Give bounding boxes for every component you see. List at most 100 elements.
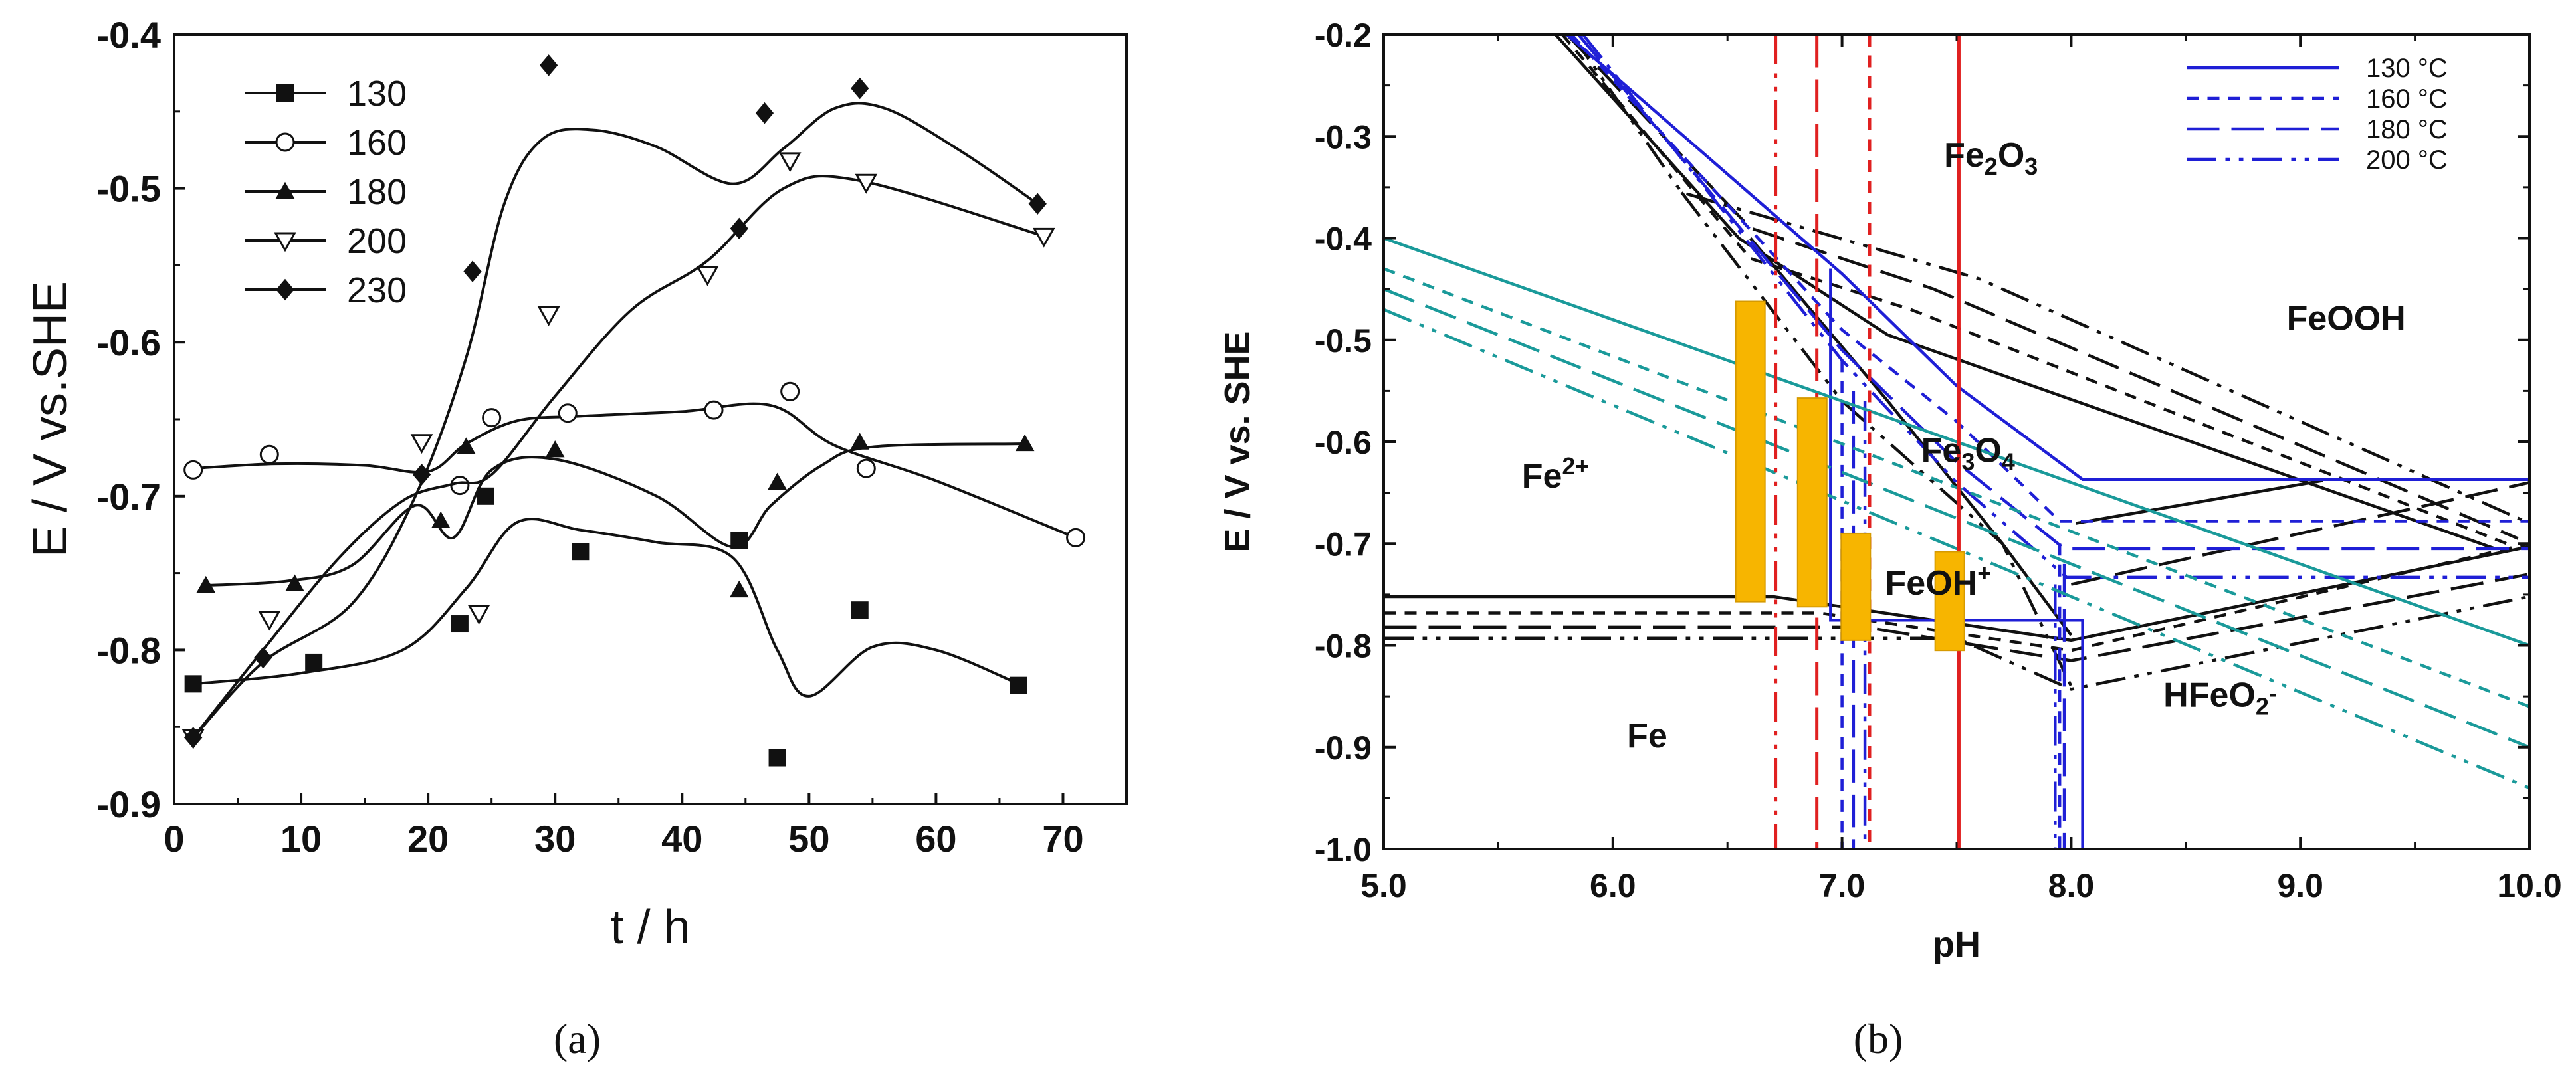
data-point <box>477 487 494 505</box>
series-130 <box>184 487 1027 767</box>
x-tick-label: 5.0 <box>1360 867 1407 904</box>
region-label-part: Fe <box>1522 457 1562 496</box>
data-point <box>850 433 870 450</box>
panel-a-label: (a) <box>554 1015 601 1062</box>
data-point <box>755 102 774 124</box>
x-tick-label: 0 <box>163 818 184 860</box>
legend-label: 160 <box>347 123 407 163</box>
measured-range-bar <box>1735 300 1766 603</box>
data-point <box>431 511 451 528</box>
series-curve <box>192 102 1039 739</box>
data-point <box>1015 434 1035 452</box>
region-label-part: HFeO <box>2163 676 2256 714</box>
data-point <box>467 605 490 625</box>
x-tick-label: 30 <box>534 818 576 860</box>
series-curve <box>205 442 1025 587</box>
region-label: HFeO2- <box>2163 676 2277 720</box>
legend-label: 180 <box>347 172 407 212</box>
data-point <box>851 77 869 100</box>
y-axis-title: E / V vs.SHE <box>24 281 77 557</box>
data-point <box>539 54 558 76</box>
y-tick-label: -0.9 <box>97 783 161 825</box>
region-label-part: 3 <box>2024 153 2038 180</box>
y-tick-label: -0.5 <box>97 168 161 210</box>
boundary-line <box>1384 267 2529 708</box>
data-point <box>1066 528 1086 547</box>
legend-label: 130 <box>347 74 407 114</box>
boundary-line <box>1566 35 2529 481</box>
y-tick-label: -0.5 <box>1315 322 1372 359</box>
data-point <box>184 727 203 749</box>
boundary-line <box>1570 35 2529 523</box>
measured-range-bar <box>1934 551 1965 652</box>
boundary-line <box>1384 308 2529 790</box>
data-point <box>258 611 281 631</box>
region-label-part: Fe <box>1921 432 1962 470</box>
panel-b-label: (b) <box>1854 1015 1903 1062</box>
x-tick-label: 70 <box>1042 818 1083 860</box>
region-label-part: O <box>1998 136 2024 175</box>
region-label-part: 3 <box>1961 448 1975 476</box>
data-point <box>196 575 216 593</box>
plot-frame <box>173 33 1128 805</box>
x-axis-title: t / h <box>610 901 690 954</box>
data-point <box>463 260 482 282</box>
series-180 <box>196 433 1035 598</box>
legend-label: 230 <box>347 270 407 310</box>
region-label-part: - <box>2269 679 2277 706</box>
y-tick-label: -0.4 <box>1315 221 1372 258</box>
x-tick-label: 7.0 <box>1819 867 1866 904</box>
boundary-line <box>2075 479 2324 525</box>
data-point <box>704 400 724 420</box>
data-point <box>275 181 295 199</box>
data-point <box>275 132 295 152</box>
y-tick-label: -0.3 <box>1315 118 1372 155</box>
panel-b: 5.0 6.0 7.0 8.0 9.0 10.0-0.2-0.3-0.4-0.5-0.6-… <box>1218 17 2562 1062</box>
boundary-line <box>1384 573 2529 662</box>
region-label-part: 4 <box>2002 448 2015 476</box>
y-tick-label: -0.9 <box>1315 729 1372 767</box>
region-label: Fe <box>1627 717 1667 755</box>
y-tick-label: -0.2 <box>1315 17 1372 54</box>
y-tick-label: -0.8 <box>1315 628 1372 665</box>
measured-range-bar <box>1796 397 1828 608</box>
y-axis: -0.4 -0.5 -0.6 -0.7 -0.8 -0.9 <box>97 14 185 825</box>
boundary-line <box>1561 35 2508 545</box>
plot-area <box>1384 35 2529 849</box>
data-point <box>457 437 476 454</box>
boundary-line <box>1554 35 2496 551</box>
x-tick-label: 10.0 <box>2497 867 2561 904</box>
x-tick-label: 9.0 <box>2277 867 2323 904</box>
legend-label: 180 °C <box>2366 115 2448 144</box>
region-label-part: + <box>1977 559 1991 587</box>
x-axis: 0 10 20 30 40 50 60 70 <box>163 793 1084 860</box>
x-tick-label: 40 <box>661 818 702 860</box>
data-point <box>276 84 294 102</box>
y-tick-label: -0.7 <box>97 476 161 518</box>
y-tick-label: -1.0 <box>1315 831 1372 868</box>
x-tick-label: 60 <box>915 818 956 860</box>
data-point <box>780 381 800 401</box>
panel-a: 0 10 20 30 40 50 60 70 -0.4 -0.5 -0.6 -0.7 -0.8 -0.9 t… <box>24 14 1128 1062</box>
region-label: Fe2O3 <box>1944 136 2038 180</box>
y-axis: -0.2 -0.3 -0.4 -0.5 -0.6 -0.7 -0.8 -0.9 -1.0 <box>1315 17 2529 868</box>
data-point <box>696 266 719 286</box>
data-point <box>545 440 565 458</box>
data-point <box>259 444 279 464</box>
data-point <box>1032 227 1055 248</box>
region-label: FeOOH <box>2287 299 2406 338</box>
data-point <box>537 306 560 326</box>
x-tick-label: 6.0 <box>1590 867 1636 904</box>
y-axis-title: E / V vs. SHE <box>1218 331 1257 552</box>
series-230 <box>184 54 1047 749</box>
legend-label: 200 °C <box>2366 145 2448 175</box>
x-axis-title: pH <box>1933 925 1981 965</box>
boundary-line <box>1582 35 2529 579</box>
data-point <box>558 403 578 423</box>
y-tick-label: -0.6 <box>97 322 161 363</box>
data-point <box>572 543 590 561</box>
boundary-line <box>1570 35 2529 525</box>
data-point <box>729 580 749 598</box>
data-point <box>184 675 202 693</box>
region-label-part: O <box>1975 432 2001 470</box>
